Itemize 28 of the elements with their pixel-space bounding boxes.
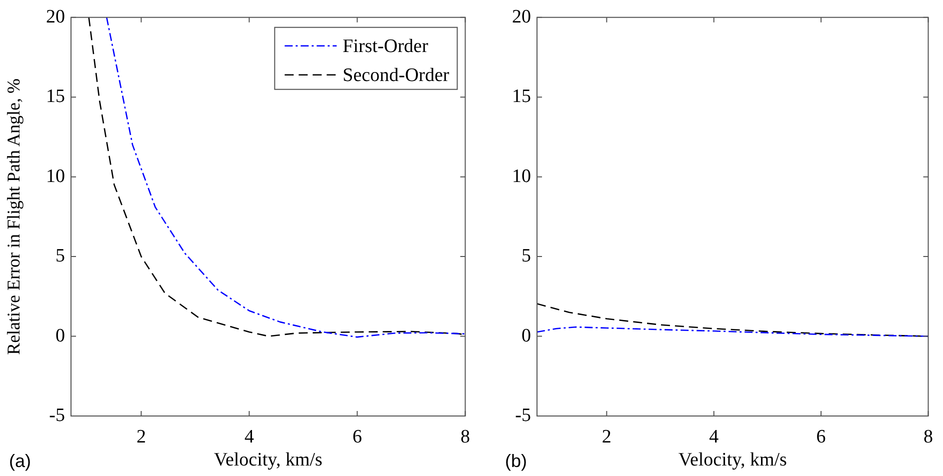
y-tick-label: 0 <box>522 325 531 346</box>
x-tick-label: 6 <box>816 426 826 448</box>
y-tick-label: 15 <box>46 86 65 108</box>
text: (a) <box>9 451 31 471</box>
x-tick-label: 4 <box>709 426 720 448</box>
y-tick-label: 10 <box>512 166 531 187</box>
x-axis-title: Velocity, km/s <box>214 450 322 471</box>
x-tick-label: 4 <box>244 426 254 448</box>
y-tick-label: 15 <box>512 86 531 108</box>
x-axis-title: Velocity, km/s <box>678 450 787 471</box>
x-tick-label: 6 <box>352 426 362 448</box>
y-tick-label: -5 <box>49 404 65 426</box>
legend-label: Second-Order <box>342 64 450 86</box>
legend-label: First-Order <box>342 36 429 57</box>
x-tick-label: 8 <box>460 426 470 448</box>
text: (b) <box>505 451 527 471</box>
x-tick-label: 8 <box>924 426 933 448</box>
y-tick-label: 10 <box>46 166 65 187</box>
x-tick-label: 2 <box>602 426 612 448</box>
line-series <box>537 326 928 337</box>
y-tick-label: 20 <box>512 6 531 28</box>
y-tick-label: -5 <box>515 404 531 426</box>
y-tick-label: 20 <box>46 6 65 28</box>
x-tick-label: 2 <box>136 426 146 448</box>
y-tick-label: 5 <box>56 246 65 267</box>
y-axis-title: Relative Error in Flight Path Angle, % <box>4 78 24 355</box>
y-tick-label: 5 <box>522 246 531 267</box>
y-tick-label: 0 <box>56 325 65 346</box>
